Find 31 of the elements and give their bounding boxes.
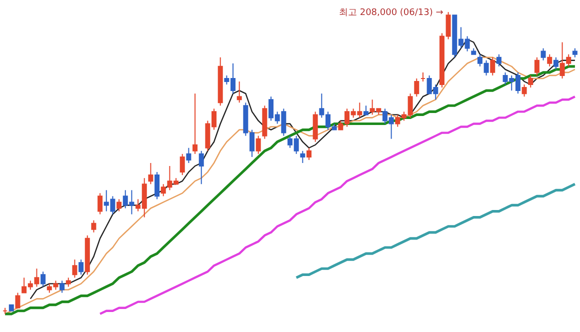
candlestick — [496, 54, 502, 67]
candlestick — [72, 259, 78, 278]
candlestick — [198, 150, 204, 185]
candlestick — [180, 153, 185, 176]
candlestick — [490, 56, 496, 76]
candlestick — [547, 54, 552, 67]
candlestick — [66, 277, 71, 288]
candlestick — [192, 93, 198, 154]
candlestick — [528, 74, 534, 88]
candlestick — [40, 271, 46, 288]
candlestick — [414, 78, 420, 98]
candlestick — [572, 48, 578, 58]
candlestick — [300, 150, 306, 164]
candlestick — [256, 135, 261, 154]
candlestick — [148, 162, 154, 185]
candlestick — [60, 280, 65, 294]
candlestick — [522, 84, 527, 98]
candlestick — [78, 259, 84, 276]
candlestick — [363, 105, 368, 116]
candlestick — [91, 220, 96, 233]
candlestick — [154, 172, 160, 200]
candlestick — [98, 192, 103, 215]
candlestick — [306, 147, 312, 160]
candlestick — [116, 198, 122, 212]
candlestick — [236, 80, 242, 104]
candlestick — [15, 292, 20, 308]
candlestick — [186, 147, 192, 164]
candlestick — [534, 56, 540, 76]
annotation: 최고 208,000 (06/13) → — [338, 8, 444, 18]
candlestick — [553, 56, 558, 70]
candlestick — [540, 48, 546, 61]
